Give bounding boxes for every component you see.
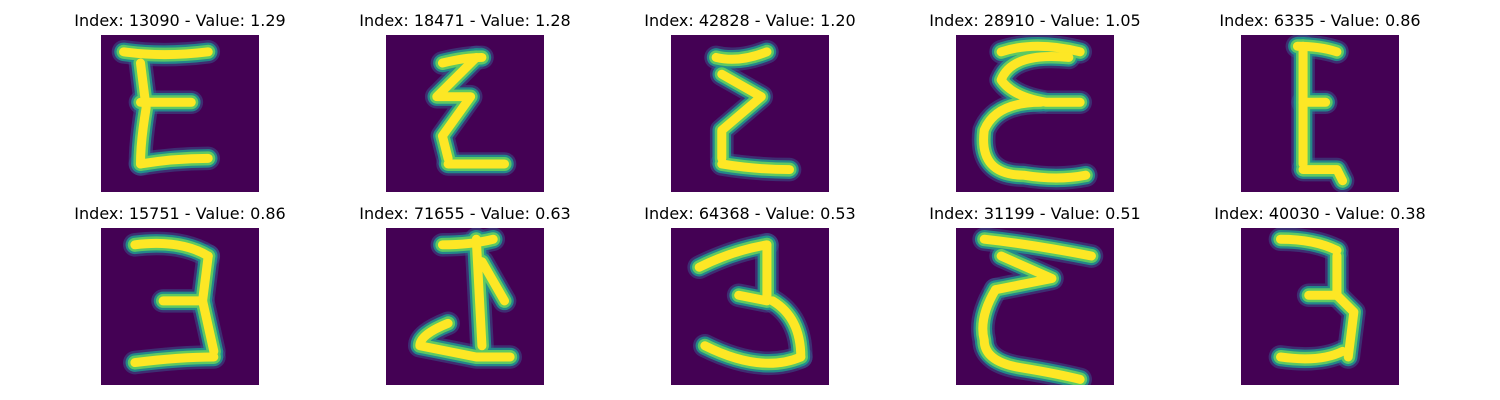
glyph-stroke (990, 251, 1057, 295)
glyph-stroke (734, 240, 772, 306)
glyph-stroke (717, 69, 766, 163)
glyph-stroke (130, 238, 213, 261)
glyph-stroke (1275, 346, 1348, 364)
sample-image (101, 228, 259, 385)
sample-cell-6: Index: 15751 - Value: 0.86 (50, 204, 310, 385)
glyph-stroke (711, 47, 772, 64)
sample-image (956, 228, 1114, 385)
glyph-stroke (415, 318, 515, 362)
sample-title: Index: 28910 - Value: 1.05 (929, 11, 1141, 30)
sample-title: Index: 31199 - Value: 0.51 (929, 204, 1141, 223)
sample-cell-7: Index: 71655 - Value: 0.63 (335, 204, 595, 385)
glyph-stroke (135, 58, 151, 169)
glyph-stroke (432, 52, 481, 163)
sample-cell-5: Index: 6335 - Value: 0.86 (1190, 11, 1450, 192)
sample-cell-8: Index: 64368 - Value: 0.53 (620, 204, 880, 385)
glyph-stroke (437, 234, 498, 250)
sample-cell-2: Index: 18471 - Value: 1.28 (335, 11, 595, 192)
glyph-stroke (119, 47, 213, 60)
sample-title: Index: 18471 - Value: 1.28 (359, 11, 571, 30)
glyph-stroke (130, 352, 219, 368)
sample-image (956, 35, 1114, 192)
glyph-stroke (1275, 234, 1342, 255)
sample-cell-1: Index: 13090 - Value: 1.29 (50, 11, 310, 192)
sample-cell-9: Index: 31199 - Value: 0.51 (905, 204, 1165, 385)
sample-image (386, 228, 544, 385)
sample-image (386, 35, 544, 192)
glyph-stroke (700, 341, 806, 368)
glyph-stroke (979, 97, 1091, 183)
sample-cell-3: Index: 42828 - Value: 1.20 (620, 11, 880, 192)
sample-title: Index: 15751 - Value: 0.86 (74, 204, 286, 223)
sample-cell-4: Index: 28910 - Value: 1.05 (905, 11, 1165, 192)
glyph-stroke (471, 234, 487, 351)
glyph-stroke (979, 234, 1096, 261)
sample-cell-10: Index: 40030 - Value: 0.38 (1190, 204, 1450, 385)
glyph-stroke (694, 240, 772, 272)
sample-title: Index: 64368 - Value: 0.53 (644, 204, 856, 223)
glyph-stroke (717, 159, 795, 175)
sample-image (1241, 228, 1399, 385)
glyph-stroke (1298, 165, 1348, 186)
glyph-stroke (1332, 290, 1359, 362)
sample-image (101, 35, 259, 192)
sample-title: Index: 13090 - Value: 1.29 (74, 11, 286, 30)
glyph-stroke (198, 296, 219, 356)
sample-image (671, 35, 829, 192)
glyph-stroke (996, 41, 1085, 57)
glyph-stroke (768, 296, 806, 362)
glyph-stroke (477, 257, 510, 306)
glyph-stroke (135, 153, 213, 169)
sample-image (1241, 35, 1399, 192)
sample-title: Index: 71655 - Value: 0.63 (359, 204, 571, 223)
sample-image (671, 228, 829, 385)
sample-title: Index: 42828 - Value: 1.20 (644, 11, 856, 30)
glyph-stroke (978, 285, 1085, 384)
sample-title: Index: 6335 - Value: 0.86 (1219, 11, 1421, 30)
sample-title: Index: 40030 - Value: 0.38 (1214, 204, 1426, 223)
